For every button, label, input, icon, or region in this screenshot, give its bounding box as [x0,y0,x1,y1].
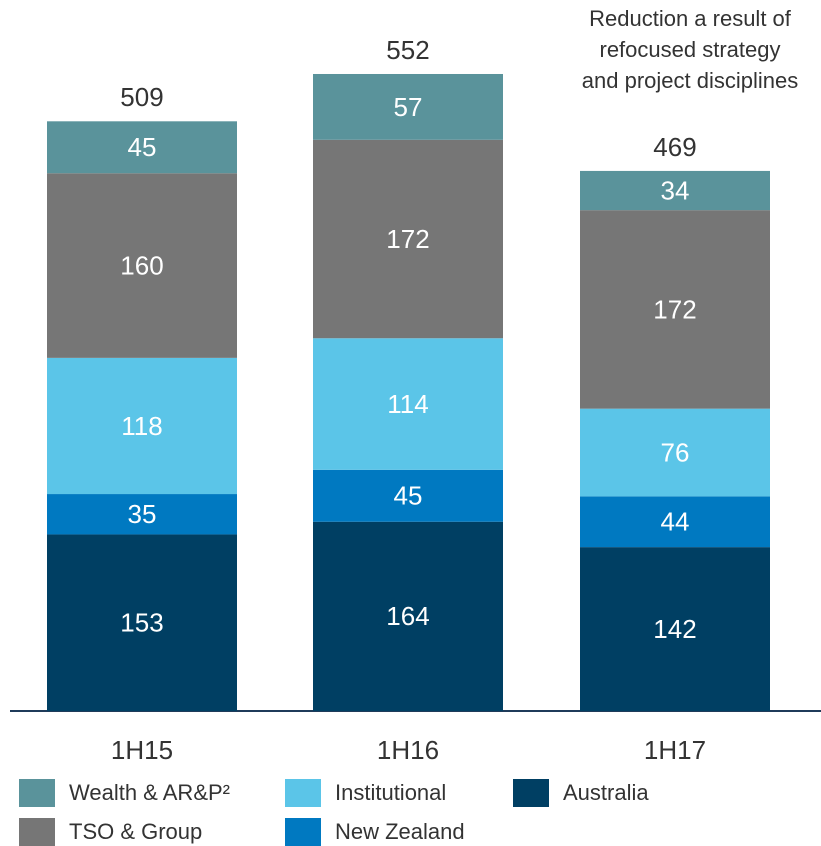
bar-segment [47,494,237,535]
legend-label: Australia [563,780,649,805]
x-tick-label: 1H16 [377,735,439,765]
value-label: 118 [121,411,162,441]
legend-label: Wealth & AR&P² [69,780,230,805]
value-label: 45 [128,132,157,162]
legend-swatch [513,779,549,807]
legend-label: TSO & Group [69,819,202,844]
x-tick-label: 1H17 [644,735,706,765]
total-label: 509 [120,82,163,112]
legend-label: New Zealand [335,819,465,844]
value-label: 172 [386,224,429,254]
bar-segment [313,338,503,470]
bar-segment [580,210,770,409]
bar-segment [313,521,503,711]
value-label: 57 [394,92,423,122]
value-label: 114 [387,389,428,419]
bar-segment [580,547,770,711]
value-label: 153 [120,608,163,638]
bar-segment [47,173,237,358]
bar-segment [47,357,237,495]
annotation: and project disciplines [582,68,798,93]
bar-segment [580,496,770,548]
value-label: 164 [386,601,429,631]
bar-segment [313,73,503,140]
annotation: refocused strategy [600,37,781,62]
bar-segment [313,469,503,522]
x-tick-label: 1H15 [111,735,173,765]
legend-swatch [285,779,321,807]
bar-segment [580,408,770,497]
value-label: 45 [394,481,423,511]
legend-swatch [285,818,321,846]
bar-segment [313,139,503,339]
value-label: 76 [661,437,690,467]
value-label: 160 [120,250,163,280]
legend-swatch [19,779,55,807]
total-label: 552 [386,35,429,65]
bar-segment [47,534,237,711]
value-label: 34 [661,175,690,205]
value-label: 44 [661,507,690,537]
bar-segment [580,170,770,211]
value-label: 35 [128,499,157,529]
bar-segment [47,121,237,174]
annotation: Reduction a result of [589,6,792,31]
legend-swatch [19,818,55,846]
value-label: 142 [653,614,696,644]
value-label: 172 [653,294,696,324]
legend-label: Institutional [335,780,446,805]
total-label: 469 [653,132,696,162]
